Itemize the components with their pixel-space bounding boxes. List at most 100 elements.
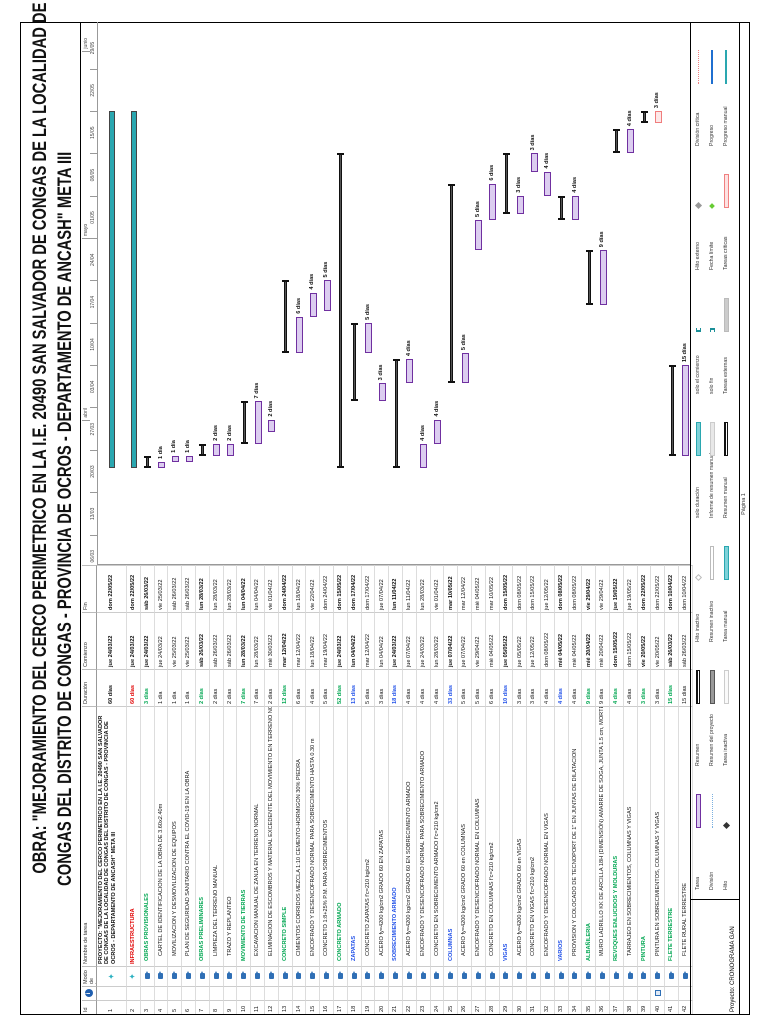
col-header-name[interactable]: Nombre de tarea: [82, 706, 97, 966]
task-bar[interactable]: [406, 359, 414, 384]
task-name[interactable]: PROVISION Y COLOCADO DE TECNOPORT DE 1" …: [568, 706, 583, 966]
task-name[interactable]: PLAN DE SEGURIDAD SANITARIO CONTRA EL CO…: [182, 706, 196, 966]
task-bar[interactable]: [158, 461, 165, 468]
task-name[interactable]: ENCOFRADO Y DESENCOFRADO NORMAL EN VIGAS: [541, 706, 555, 966]
summary-bar[interactable]: [449, 183, 453, 384]
task-name[interactable]: TRAZO Y REPLANTEO: [223, 706, 238, 966]
task-bar[interactable]: [516, 195, 524, 214]
summary-bar[interactable]: [643, 111, 646, 124]
task-name[interactable]: CONCRETO EN SOBRECIMIENTO ARMADO f'c=210…: [430, 706, 445, 966]
summary-bar[interactable]: [587, 250, 591, 305]
task-name[interactable]: PINTURA EN SOBRECIMIENTOS, COLUMNAS Y VI…: [651, 706, 666, 966]
task-name[interactable]: MURO LADRILLO KK DE ARCILLA 18H (DIMENSI…: [596, 706, 610, 966]
task-bar[interactable]: [682, 365, 690, 456]
legend-label: Informe de resumen manual: [709, 453, 715, 518]
task-name[interactable]: ZAPATAS: [347, 706, 362, 966]
task-name[interactable]: ACERO fy=4200 kg/cm2 GRADO 60 en COLUMNA…: [458, 706, 472, 966]
task-name[interactable]: OBRAS PRELIMINARES: [196, 706, 210, 966]
task-bar[interactable]: [544, 171, 552, 196]
task-bar[interactable]: [365, 322, 372, 354]
task-name[interactable]: CIMIENTOS CORRIDOS MEZCLA 1:10 CEMENTO-H…: [292, 706, 307, 966]
task-name[interactable]: PROYECTO: "MEJORAMIENTO DEL CERCO PERIME…: [97, 706, 127, 966]
task-duration: 60 días: [127, 669, 141, 706]
task-name[interactable]: MOVIMIENTO DE TIERRAS: [237, 706, 252, 966]
task-id: 20: [375, 1000, 390, 1014]
task-name[interactable]: CONCRETO ZAPATAS f'c=210 kg/cm2: [361, 706, 376, 966]
task-bar[interactable]: [185, 455, 193, 462]
project-bar[interactable]: [130, 111, 137, 468]
task-bar[interactable]: [213, 443, 221, 456]
task-name[interactable]: SOBRECIMIENTO ARMADO: [389, 706, 403, 966]
task-name[interactable]: CONCRETO SIMPLE: [278, 706, 293, 966]
task-name[interactable]: MOVILIZACION Y DESMOVILIZACION DE EQUIPO…: [168, 706, 183, 966]
task-duration: 3 días: [513, 669, 528, 706]
summary-bar[interactable]: [353, 322, 357, 402]
task-name[interactable]: ACERO fy=4200 kg/cm2 GRADO 60 EN SOBRECI…: [403, 706, 417, 966]
task-mode: [182, 966, 196, 986]
col-header-duration[interactable]: Duración: [82, 669, 97, 706]
task-bar[interactable]: [323, 280, 331, 311]
task-bar[interactable]: [268, 419, 276, 432]
summary-bar[interactable]: [394, 359, 398, 468]
task-bar[interactable]: [475, 219, 483, 251]
task-name[interactable]: TARRAJEO EN SOBRECIMIENTOS, COLUMNAS Y V…: [623, 706, 638, 966]
task-name[interactable]: ENCOFRADO Y DESENCOFRADO NORMAL EN COLUM…: [472, 706, 486, 966]
task-duration: 4 días: [623, 669, 638, 706]
col-header-indicators[interactable]: i: [82, 986, 97, 1000]
task-mode: [403, 966, 417, 986]
task-bar[interactable]: [420, 443, 428, 468]
summary-bar[interactable]: [339, 153, 343, 468]
col-header-id[interactable]: Id: [82, 1000, 97, 1014]
task-name[interactable]: REVOQUES ENLUCIDOS Y MOLDURAS: [610, 706, 624, 966]
task-name[interactable]: CONCRETO EN VIGAS f'c=210 kg/cm2: [527, 706, 541, 966]
task-name[interactable]: LIMPIEZA DEL TERRENO MANUAL: [209, 706, 224, 966]
task-name[interactable]: VIGAS: [499, 706, 514, 966]
task-bar[interactable]: [254, 401, 262, 444]
task-name[interactable]: CONCRETO ARMADO: [334, 706, 348, 966]
task-name[interactable]: ENCOFRADO Y DESENCOFRADO NORMAL PARA SOB…: [416, 706, 431, 966]
task-name[interactable]: COLUMNAS: [444, 706, 459, 966]
task-bar[interactable]: [572, 195, 579, 220]
summary-bar[interactable]: [201, 443, 205, 456]
task-name[interactable]: ALBAÑILERIA: [582, 706, 597, 966]
task-name[interactable]: CONCRETO EN COLUMNAS f'c=210 kg/cm2: [485, 706, 500, 966]
col-header-end[interactable]: Fin: [82, 565, 97, 612]
summary-bar[interactable]: [670, 365, 674, 456]
task-name[interactable]: ACERO fy=4200 kg/cm2 GRADO 60 EN ZAPATAS: [375, 706, 390, 966]
summary-bar[interactable]: [560, 195, 564, 220]
task-bar[interactable]: [309, 292, 317, 317]
task-name[interactable]: CONCRETO 1:8+25% P.M. PARA SOBRECIMIENTO…: [320, 706, 334, 966]
summary-bar[interactable]: [505, 153, 508, 214]
task-name[interactable]: EXCAVACION MANUAL DE ZANJA EN TERRENO NO…: [251, 706, 265, 966]
task-duration: 3 días: [637, 669, 652, 706]
task-id: 5: [168, 1000, 183, 1014]
task-name[interactable]: ACERO fy=4200 kg/cm2 GRADO 60 en VIGAS: [513, 706, 528, 966]
manual-bar[interactable]: [654, 111, 662, 124]
task-bar[interactable]: [434, 419, 441, 444]
summary-bar[interactable]: [284, 280, 288, 354]
project-bar[interactable]: [109, 111, 115, 468]
task-bar[interactable]: [296, 316, 303, 354]
task-name[interactable]: OBRAS PROVISIONALES: [140, 706, 155, 966]
task-bar[interactable]: [599, 250, 607, 305]
task-bar[interactable]: [227, 443, 234, 456]
col-header-mode[interactable]: Modo de tarea: [82, 966, 97, 986]
task-bar[interactable]: [461, 353, 469, 384]
task-name[interactable]: ELIMINACION DE ESCOMBROS Y MATERIAL EXCE…: [265, 706, 279, 966]
task-name[interactable]: PINTURA: [637, 706, 652, 966]
task-name[interactable]: VARIOS: [554, 706, 569, 966]
task-name[interactable]: ENCOFRADO Y DESENCOFRADO NORMAL PARA SOB…: [306, 706, 321, 966]
task-bar[interactable]: [627, 129, 635, 154]
task-bar[interactable]: [530, 153, 538, 172]
task-bar[interactable]: [171, 455, 179, 462]
summary-bar[interactable]: [146, 455, 150, 468]
col-header-start[interactable]: Comienzo: [82, 612, 97, 669]
summary-bar[interactable]: [242, 401, 246, 444]
task-name[interactable]: FLETE TERRESTRE: [665, 706, 679, 966]
task-indicator: [361, 986, 376, 1000]
task-name[interactable]: CARTEL DE IDENTIFICACION DE LA OBRA DE 3…: [154, 706, 169, 966]
summary-bar[interactable]: [615, 129, 619, 154]
task-name[interactable]: INFRAESTRUCTURA: [127, 706, 141, 966]
task-bar[interactable]: [489, 183, 497, 220]
task-bar[interactable]: [378, 383, 386, 402]
